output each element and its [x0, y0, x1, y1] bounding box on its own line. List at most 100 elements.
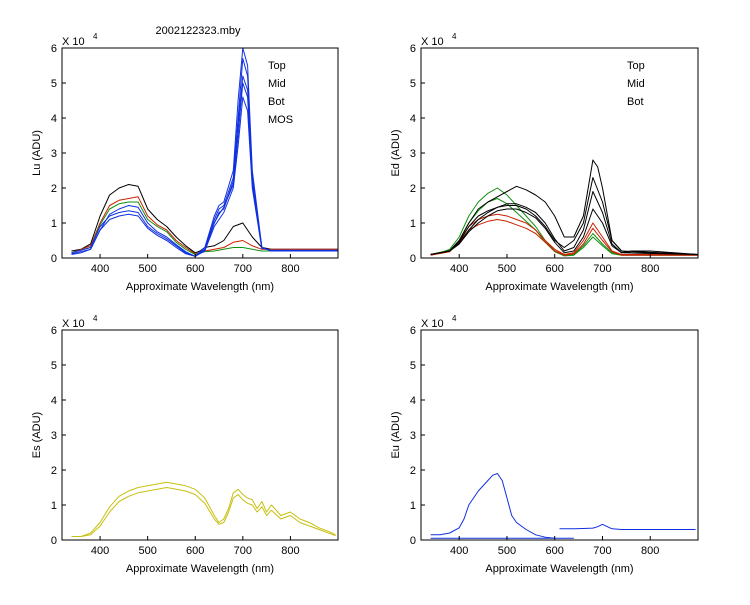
lu-x-tick-label-700: 700 — [234, 263, 252, 275]
es-y-tick-label-2: 2 — [51, 465, 57, 477]
es-exponent-label: X 10 — [62, 318, 85, 330]
eu-series-eu-0 — [430, 473, 555, 539]
ed-series-top-5 — [430, 177, 699, 255]
ed-legend-bot: Bot — [627, 96, 644, 108]
ed-legend-top: Top — [627, 60, 645, 72]
ed-series-group — [430, 159, 699, 257]
lu-legend: Top Mid Bot MOS — [268, 60, 293, 126]
ed-y-tick-label-2: 2 — [410, 183, 416, 195]
eu-series-group — [430, 473, 696, 539]
lu-series-mos-6 — [71, 58, 338, 257]
chart-lu: 400 500 600 700 800 0 1 2 3 4 5 6 X 10 4 Approximate W… — [31, 32, 339, 293]
ed-series-mid-2 — [430, 213, 698, 255]
eu-x-tick-label-600: 600 — [546, 545, 564, 557]
ed-x-axis-label: Approximate Wavelength (nm) — [485, 281, 633, 293]
ed-x-tick-label-600: 600 — [546, 263, 564, 275]
es-plot-frame — [61, 329, 339, 541]
ed-series-top-6 — [430, 191, 699, 255]
es-series-es-0 — [71, 481, 336, 537]
es-y-tick-label-6: 6 — [51, 325, 57, 337]
es-y-tick-label-4: 4 — [51, 395, 57, 407]
eu-plot-frame — [420, 329, 699, 541]
lu-y-tick-label-5: 5 — [51, 78, 57, 90]
es-y-tick-label-0: 0 — [51, 535, 57, 547]
es-x-tick-label-400: 400 — [91, 545, 109, 557]
lu-series-mos-3 — [71, 47, 338, 257]
eu-y-tick-label-6: 6 — [410, 325, 416, 337]
eu-x-tick-label-700: 700 — [593, 545, 611, 557]
eu-y-tick-label-1: 1 — [410, 500, 416, 512]
ed-series-bot-0 — [430, 187, 698, 256]
eu-y-tick-label-4: 4 — [410, 395, 416, 407]
lu-series-bot-2 — [71, 201, 338, 255]
eu-x-tick-label-800: 800 — [641, 545, 659, 557]
lu-y-tick-label-2: 2 — [51, 183, 57, 195]
file-title: 2002122323.mby — [155, 25, 241, 37]
lu-y-axis-label: Lu (ADU) — [31, 130, 43, 176]
es-y-axis-label: Es (ADU) — [31, 412, 43, 458]
eu-y-tick-label-0: 0 — [410, 535, 416, 547]
es-series-group — [71, 481, 336, 537]
lu-series-group — [71, 47, 338, 257]
eu-exponent-power: 4 — [452, 314, 457, 323]
eu-x-tick-label-400: 400 — [450, 545, 468, 557]
eu-x-tick-label-500: 500 — [498, 545, 516, 557]
ed-x-tick-label-500: 500 — [498, 263, 516, 275]
ed-x-tick-label-800: 800 — [641, 263, 659, 275]
ed-y-axis-label: Ed (ADU) — [390, 129, 402, 176]
es-exponent-power: 4 — [93, 314, 98, 323]
eu-series-eu-2 — [559, 523, 696, 530]
eu-y-tick-label-3: 3 — [410, 430, 416, 442]
eu-y-tick-label-5: 5 — [410, 360, 416, 372]
ed-y-tick-label-5: 5 — [410, 78, 416, 90]
es-y-tick-label-5: 5 — [51, 360, 57, 372]
lu-x-tick-label-800: 800 — [281, 263, 299, 275]
lu-x-tick-label-500: 500 — [138, 263, 156, 275]
lu-y-tick-label-6: 6 — [51, 43, 57, 55]
es-x-tick-label-500: 500 — [138, 545, 156, 557]
lu-legend-bot: Bot — [268, 96, 285, 108]
ed-y-tick-label-4: 4 — [410, 113, 416, 125]
lu-y-tick-label-3: 3 — [51, 148, 57, 160]
ed-y-tick-label-1: 1 — [410, 218, 416, 230]
chart-eu: 400 500 600 700 800 0 1 2 3 4 5 6 X 10 4 Approximate W… — [390, 314, 699, 575]
lu-x-tick-label-400: 400 — [91, 263, 109, 275]
lu-y-tick-label-4: 4 — [51, 113, 57, 125]
lu-series-mid-1 — [71, 196, 338, 255]
lu-y-tick-label-1: 1 — [51, 218, 57, 230]
ed-legend-mid: Mid — [627, 78, 645, 90]
ed-x-tick-label-700: 700 — [593, 263, 611, 275]
ed-series-top-4 — [430, 159, 699, 255]
lu-legend-mid: Mid — [268, 78, 286, 90]
lu-legend-mos: MOS — [268, 114, 293, 126]
es-x-axis-label: Approximate Wavelength (nm) — [126, 563, 274, 575]
lu-x-axis-label: Approximate Wavelength (nm) — [126, 281, 274, 293]
lu-exponent-label: X 10 — [62, 36, 85, 48]
eu-x-axis-label: Approximate Wavelength (nm) — [485, 563, 633, 575]
lu-y-tick-label-0: 0 — [51, 253, 57, 265]
chart-ed: 400 500 600 700 800 0 1 2 3 4 5 6 X 10 4 Approximate W… — [390, 32, 699, 293]
ed-legend: Top Mid Bot — [627, 60, 645, 108]
es-x-tick-label-800: 800 — [281, 545, 299, 557]
es-y-tick-label-1: 1 — [51, 500, 57, 512]
es-series-es-1 — [71, 487, 336, 537]
lu-series-top-0 — [71, 184, 338, 254]
ed-y-tick-label-6: 6 — [410, 43, 416, 55]
chart-es: 400 500 600 700 800 0 1 2 3 4 5 6 X 10 4 Approximate W… — [31, 314, 339, 575]
eu-exponent-label: X 10 — [421, 318, 444, 330]
ed-exponent-power: 4 — [452, 32, 457, 41]
ed-exponent-label: X 10 — [421, 36, 444, 48]
lu-x-tick-label-600: 600 — [186, 263, 204, 275]
es-y-tick-label-3: 3 — [51, 430, 57, 442]
lu-series-mos-5 — [194, 96, 263, 257]
ed-y-tick-label-3: 3 — [410, 148, 416, 160]
ed-series-top-7 — [430, 208, 699, 255]
eu-y-tick-label-2: 2 — [410, 465, 416, 477]
eu-y-axis-label: Eu (ADU) — [390, 411, 402, 458]
ed-y-tick-label-0: 0 — [410, 253, 416, 265]
lu-series-mos-4 — [71, 75, 338, 257]
lu-exponent-power: 4 — [93, 32, 98, 41]
es-x-tick-label-700: 700 — [234, 545, 252, 557]
es-x-tick-label-600: 600 — [186, 545, 204, 557]
